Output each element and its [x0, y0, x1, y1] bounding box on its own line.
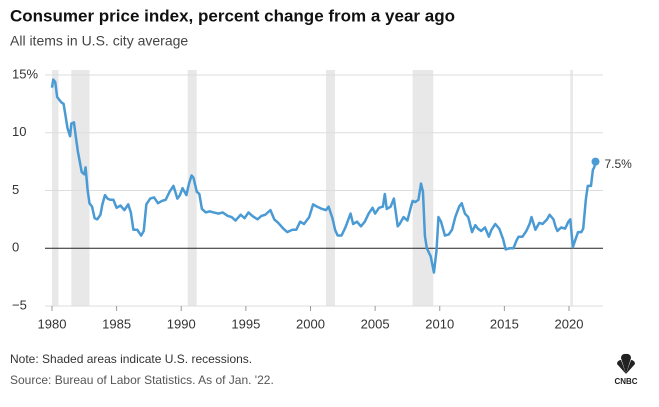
y-tick-label: −5 — [12, 297, 27, 312]
x-tick-label: 2020 — [555, 316, 584, 331]
end-point — [591, 157, 600, 166]
y-tick-label: 10 — [12, 124, 26, 139]
cpi-line — [50, 78, 597, 274]
y-tick-label: 15% — [12, 66, 38, 81]
recession-band — [51, 70, 59, 306]
recession-band — [570, 70, 573, 306]
x-tick-label: 1995 — [231, 316, 260, 331]
x-tick-label: 1985 — [102, 316, 131, 331]
x-tick-label: 2015 — [490, 316, 519, 331]
note: Note: Shaded areas indicate U.S. recessi… — [10, 352, 252, 366]
chart-title: Consumer price index, percent change fro… — [10, 6, 455, 25]
x-tick-label: 2005 — [361, 316, 390, 331]
recession-band — [326, 70, 336, 306]
source: Source: Bureau of Labor Statistics. As o… — [10, 373, 274, 387]
chart-subtitle: All items in U.S. city average — [10, 33, 188, 49]
y-tick-label: 0 — [12, 240, 19, 255]
end-label: 7.5% — [605, 157, 633, 171]
recession-band — [187, 70, 197, 306]
x-tick-label: 1990 — [167, 316, 196, 331]
x-tick-label: 2010 — [425, 316, 454, 331]
logo-icon — [617, 353, 635, 374]
y-tick-label: 5 — [12, 182, 19, 197]
x-tick-label: 1980 — [38, 316, 67, 331]
logo: CNBC — [614, 377, 637, 386]
x-tick-label: 2000 — [296, 316, 325, 331]
